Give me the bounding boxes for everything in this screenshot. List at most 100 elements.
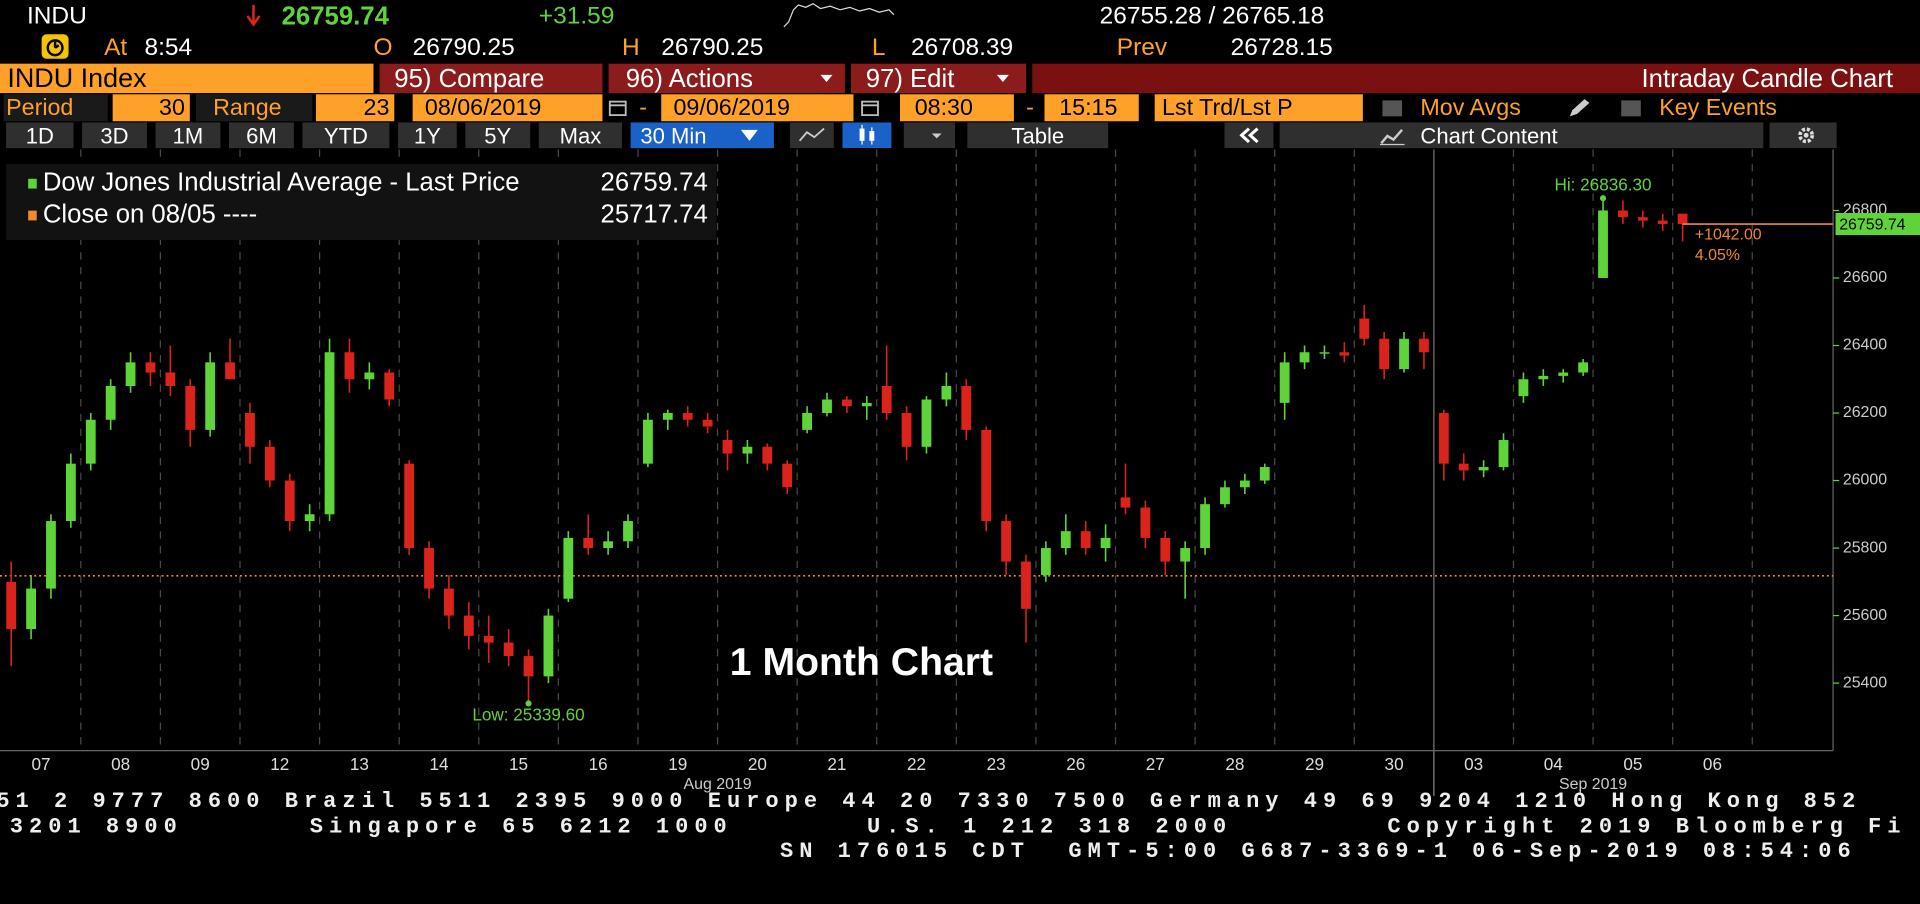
candle-body xyxy=(583,537,594,549)
candle-body xyxy=(1637,217,1648,221)
candle-body xyxy=(1339,352,1350,356)
candle-body xyxy=(364,372,375,380)
candle-body xyxy=(1578,362,1589,373)
candle-body xyxy=(822,399,832,414)
candle-body xyxy=(344,352,355,380)
x-tick-label: 06 xyxy=(1703,754,1722,774)
candle-body xyxy=(1657,220,1668,224)
y-tick-label: 25400 xyxy=(1843,674,1887,691)
settings-button[interactable] xyxy=(1769,122,1837,149)
clock-icon xyxy=(41,34,69,59)
footer-line: SN 176015 CDT GMT-5:00 G687-3369-1 06-Se… xyxy=(780,840,1857,865)
candle-body xyxy=(324,352,335,515)
security-field[interactable]: INDU Index xyxy=(0,63,374,94)
candle-body xyxy=(523,656,534,677)
down-arrow xyxy=(246,4,261,27)
timeframe-button[interactable]: 1D xyxy=(6,122,74,149)
x-tick-label: 21 xyxy=(827,754,846,774)
range-field[interactable]: 23 xyxy=(315,94,395,122)
candle-body xyxy=(1140,507,1151,538)
calendar-icon[interactable] xyxy=(607,98,629,118)
candle-body xyxy=(722,440,733,454)
timeframe-button[interactable]: 3D xyxy=(82,122,147,149)
candle-body xyxy=(1399,338,1409,370)
checkbox[interactable] xyxy=(1381,99,1403,117)
footer-line: Singapore 65 6212 1000 xyxy=(309,815,733,841)
compare-button[interactable]: 95) Compare xyxy=(379,63,603,94)
legend-swatch xyxy=(28,210,37,221)
x-tick-label: 20 xyxy=(748,754,767,774)
net-change: +31.59 xyxy=(538,2,615,30)
price-type[interactable]: Lst Trd/Lst P xyxy=(1154,94,1363,122)
candle-body xyxy=(623,521,633,542)
candle-body xyxy=(1677,213,1688,225)
x-tick-label: 22 xyxy=(907,754,926,774)
chart-content-button[interactable]: Chart Content xyxy=(1279,122,1764,149)
candle-body xyxy=(782,463,793,488)
candle-body xyxy=(1180,548,1191,562)
checkbox[interactable] xyxy=(1620,99,1642,117)
calendar-icon[interactable] xyxy=(860,98,882,118)
dropdown-button[interactable] xyxy=(903,122,956,149)
candle-body xyxy=(1160,537,1171,562)
line-style-button[interactable] xyxy=(789,122,834,149)
candle-body xyxy=(543,615,554,677)
range-label: Range xyxy=(195,94,313,122)
candle-body xyxy=(424,548,434,589)
x-tick-label: 15 xyxy=(509,754,528,774)
candle-body xyxy=(463,615,474,636)
timeframe-button[interactable]: 6M xyxy=(228,122,294,149)
candle-body xyxy=(1200,504,1210,549)
timeframe-button[interactable]: YTD xyxy=(302,122,390,149)
open-value: 26790.25 xyxy=(412,34,515,62)
x-tick-label: 26 xyxy=(1066,754,1085,774)
interval-caret xyxy=(740,129,758,141)
legend-swatch xyxy=(28,178,37,189)
candle-body xyxy=(921,399,932,447)
candle-body xyxy=(682,413,693,420)
time-label: At xyxy=(104,34,128,62)
x-tick-label: 05 xyxy=(1623,754,1642,774)
timeframe-button[interactable]: Max xyxy=(538,122,623,149)
candle-body xyxy=(284,480,295,522)
candle-body xyxy=(901,413,912,447)
collapse-button[interactable] xyxy=(1224,122,1274,149)
bid-ask: 26755.28 / 26765.18 xyxy=(1099,2,1325,30)
period-field[interactable]: 30 xyxy=(112,94,190,122)
end-time[interactable]: 15:15 xyxy=(1044,94,1139,122)
end-date[interactable]: 09/06/2019 xyxy=(661,94,854,122)
candle-body xyxy=(185,386,196,430)
edit-button[interactable]: 97) Edit xyxy=(851,63,1027,94)
candle-body xyxy=(1379,338,1390,370)
candle-body xyxy=(1120,497,1131,508)
actions-caret xyxy=(820,74,833,83)
y-tick-label: 26400 xyxy=(1843,337,1887,354)
y-tick-label: 26600 xyxy=(1843,269,1887,286)
last-price-label: 26759.74 xyxy=(1839,216,1905,233)
x-tick-label: 04 xyxy=(1544,754,1564,774)
candle-body xyxy=(483,635,494,643)
prev-label: Prev xyxy=(1116,34,1168,62)
x-tick-label: 08 xyxy=(111,754,130,774)
x-tick-label: 07 xyxy=(31,754,50,774)
key-events[interactable]: Key Events xyxy=(1659,94,1777,121)
timeframe-button[interactable]: 5Y xyxy=(465,122,531,149)
candle-body xyxy=(1100,537,1111,549)
start-time[interactable]: 08:30 xyxy=(900,94,1014,122)
x-tick-label: 13 xyxy=(350,754,369,774)
timeframe-button[interactable]: 1Y xyxy=(397,122,457,149)
timeframe-button[interactable]: 1M xyxy=(155,122,221,149)
start-date[interactable]: 08/06/2019 xyxy=(412,94,603,122)
table-button[interactable]: Table xyxy=(967,122,1109,149)
open-label: O xyxy=(373,34,393,62)
pencil-icon xyxy=(1569,99,1590,117)
mov-avgs[interactable]: Mov Avgs xyxy=(1420,94,1521,121)
candle-body xyxy=(1419,338,1429,353)
candle-body xyxy=(245,413,255,447)
candle-style-button[interactable] xyxy=(842,122,892,149)
candle-body xyxy=(85,419,96,464)
candle-body xyxy=(841,399,852,407)
actions-button[interactable]: 96) Actions xyxy=(608,63,845,94)
date-separator: - xyxy=(639,94,647,121)
legend-box xyxy=(6,164,717,241)
